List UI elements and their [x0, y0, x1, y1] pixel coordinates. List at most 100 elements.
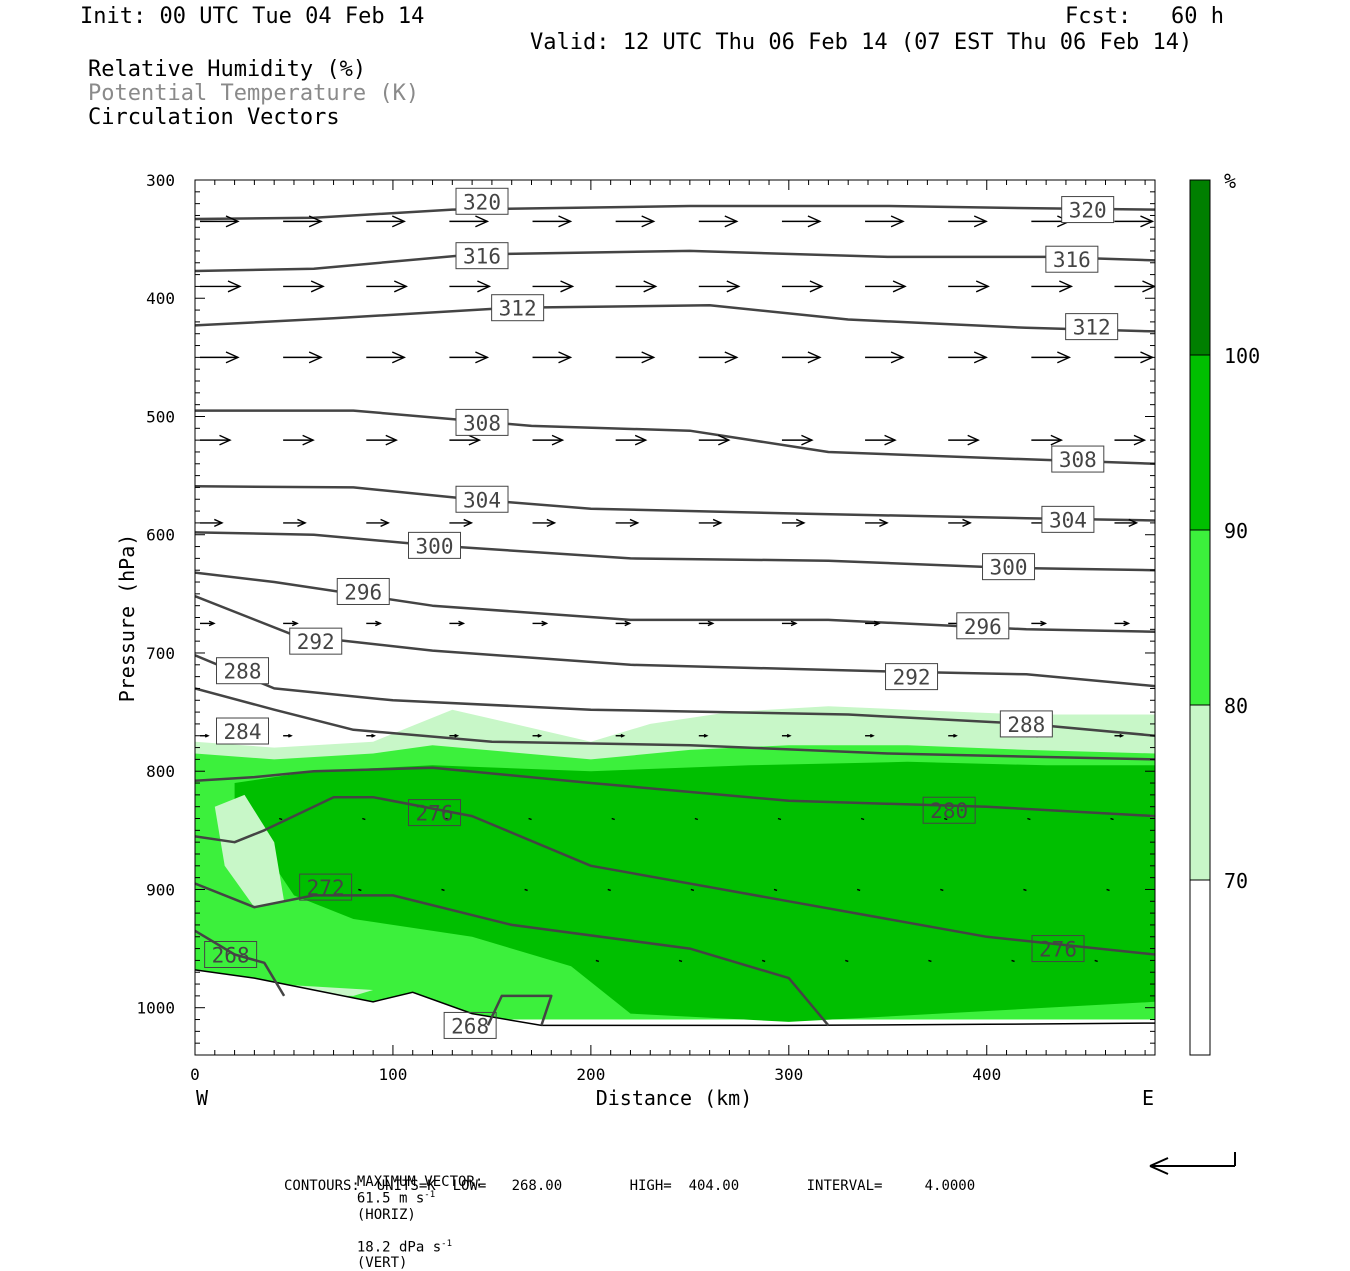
circulation-vector-head	[807, 351, 822, 364]
theta-label-box	[299, 873, 353, 901]
forecast-hour: Fcst: 60 h	[1065, 4, 1224, 29]
circulation-vector-head	[641, 215, 656, 228]
circulation-vector-head	[629, 518, 640, 528]
circulation-vector-head	[375, 620, 382, 627]
theta-label: 268	[451, 1014, 489, 1038]
circulation-vector-head	[718, 434, 731, 446]
x-axis-title: Distance (km)	[596, 1086, 753, 1110]
circulation-vector-head	[308, 215, 323, 228]
x-axis-east-label: E	[1142, 1086, 1154, 1110]
x-tick-label: 200	[576, 1065, 605, 1084]
y-tick-label: 500	[146, 407, 175, 426]
circulation-vector-head	[712, 518, 723, 528]
theta-label: 272	[307, 876, 345, 900]
axis-layer: 300 400 500 600 700 800 900 1000 0 100 200 300 400	[136, 171, 1155, 1084]
circulation-vector-head	[790, 620, 798, 627]
circulation-vector-head	[219, 434, 232, 446]
circulation-vector-head	[967, 434, 980, 446]
circulation-vector-head	[551, 434, 565, 446]
circulation-vector	[445, 817, 449, 821]
theta-label-box	[922, 796, 976, 824]
circulation-vector-head	[291, 620, 299, 627]
y-tick-label: 1000	[136, 999, 175, 1018]
theta-label-box	[408, 799, 462, 827]
theta-label-box	[289, 627, 343, 655]
circulation-vector-head	[227, 280, 242, 293]
circulation-vector	[694, 817, 699, 821]
theta-contour-312	[195, 304, 1155, 333]
theta-label: 320	[463, 190, 501, 214]
theta-label-box	[1051, 445, 1105, 473]
theta-label: 288	[1007, 713, 1045, 737]
theta-contour-276	[195, 795, 1155, 956]
rh-region-70	[214, 794, 285, 908]
theta-label: 276	[416, 802, 454, 826]
circulation-vector-head	[869, 733, 875, 738]
circulation-vector	[761, 959, 766, 963]
circulation-vector	[362, 817, 366, 821]
circulation-vector-head	[558, 215, 573, 228]
max-vector-label: MAXIMUM VECTOR:	[356, 1174, 484, 1190]
y-tick-label: 800	[146, 762, 175, 781]
circulation-vector	[845, 959, 849, 963]
circulation-vector-head	[1059, 280, 1074, 293]
theta-label-box	[982, 553, 1036, 581]
circulation-vector-head	[297, 518, 307, 528]
circulation-vector-head	[724, 351, 739, 364]
circulation-vector-head	[463, 518, 474, 528]
circulation-vector-head	[225, 351, 240, 364]
circulation-vector-head	[873, 620, 881, 627]
theta-label: 312	[1073, 316, 1111, 340]
circulation-vector	[773, 888, 778, 892]
theta-label-box	[1041, 505, 1095, 533]
theta-label: 320	[1069, 199, 1107, 223]
colorbar-segment	[1190, 880, 1210, 1055]
colorbar-segment	[1190, 355, 1210, 530]
y-tick-label: 300	[146, 171, 175, 190]
circulation-vector-head	[371, 733, 376, 738]
circulation-vector-head	[458, 620, 466, 627]
circulation-vector-head	[1050, 434, 1064, 446]
theta-label-box	[216, 717, 270, 745]
y-tick-label: 700	[146, 644, 175, 663]
theta-label: 316	[463, 245, 501, 269]
theta-label: 280	[930, 799, 968, 823]
circulation-vector	[441, 888, 445, 892]
theta-contour-308	[195, 409, 1155, 466]
circulation-vector-head	[468, 434, 482, 446]
circulation-vector-head	[703, 733, 709, 738]
circulation-vector-head	[884, 434, 897, 446]
circulation-vector-head	[475, 351, 490, 364]
theta-contour-268	[195, 929, 286, 997]
ground-surface-line	[195, 969, 1155, 1027]
circulation-vector-head	[475, 215, 490, 228]
y-axis-title: Pressure (hPa)	[115, 534, 139, 703]
theta-contour-304	[195, 485, 1155, 522]
field-relative-humidity: Relative Humidity (%)	[88, 57, 367, 82]
circulation-vector	[528, 817, 532, 821]
theta-label-box	[204, 940, 258, 968]
theta-label-box	[455, 408, 509, 436]
vector-layer	[200, 215, 1155, 963]
x-tick-label: 0	[190, 1065, 200, 1084]
circulation-vector	[358, 888, 362, 892]
circulation-vector-head	[634, 434, 648, 446]
circulation-vector	[1094, 959, 1098, 963]
theta-label-box	[956, 612, 1010, 640]
circulation-vector-head	[214, 518, 224, 528]
circulation-vector	[944, 817, 948, 821]
circulation-vector-head	[204, 733, 210, 738]
theta-label-box	[1045, 245, 1099, 273]
circulation-vector	[1110, 817, 1114, 821]
circulation-vector-head	[786, 733, 792, 738]
theta-label-box	[999, 710, 1053, 738]
circulation-vector-head	[302, 434, 315, 446]
circulation-vector	[1106, 888, 1110, 892]
circulation-vector-head	[807, 215, 822, 228]
theta-contour-296	[195, 571, 1155, 633]
circulation-vector-head	[208, 620, 216, 627]
circulation-vector-head	[477, 280, 492, 293]
circulation-vector-head	[726, 280, 741, 293]
colorbar: 70 80 90 100	[1189, 179, 1260, 1056]
circulation-vector-head	[537, 733, 543, 738]
